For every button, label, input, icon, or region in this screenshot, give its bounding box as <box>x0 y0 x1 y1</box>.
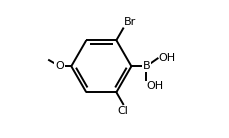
Text: B: B <box>142 61 150 71</box>
Text: Cl: Cl <box>117 106 127 116</box>
Text: OH: OH <box>158 53 175 63</box>
Text: OH: OH <box>146 81 163 91</box>
Text: O: O <box>55 61 64 71</box>
Text: Br: Br <box>123 17 136 27</box>
